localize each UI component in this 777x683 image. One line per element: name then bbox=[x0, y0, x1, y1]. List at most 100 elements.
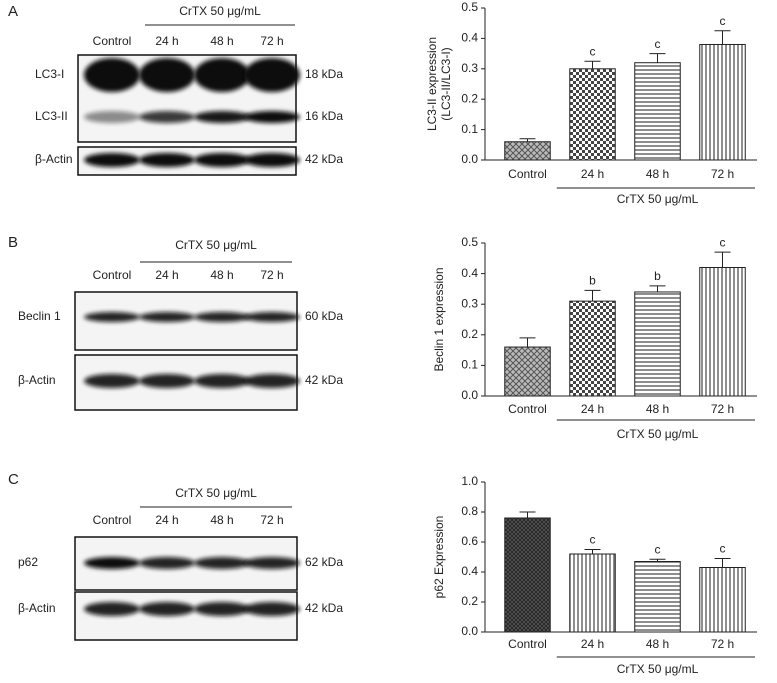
blot-band bbox=[139, 374, 195, 388]
blot-box bbox=[74, 591, 298, 641]
bar bbox=[634, 62, 681, 161]
error-bar bbox=[649, 285, 666, 292]
blot-band bbox=[244, 557, 300, 569]
x-tick-label: 72 h bbox=[711, 637, 734, 651]
blot-header: CrTX 50 μg/mL bbox=[175, 238, 257, 252]
kda-label: 42 kDa bbox=[305, 152, 343, 166]
y-tick-label: 1.0 bbox=[461, 474, 478, 488]
y-tick-label: 0.0 bbox=[461, 152, 478, 166]
x-tick-label: 72 h bbox=[711, 402, 734, 416]
group-label: CrTX 50 μg/mL bbox=[617, 192, 699, 206]
error-bar bbox=[519, 138, 536, 142]
y-tick-label: 0.2 bbox=[461, 91, 478, 105]
y-tick-label: 0.5 bbox=[461, 0, 478, 14]
y-axis-label: p62 Expression bbox=[432, 516, 446, 599]
row-label: LC3-II bbox=[35, 109, 68, 123]
error-bar bbox=[584, 289, 601, 302]
blot-band bbox=[84, 374, 140, 388]
y-axis-label: Beclin 1 expression bbox=[432, 267, 446, 371]
blot-band bbox=[139, 111, 195, 123]
bar bbox=[699, 266, 746, 397]
blot-band bbox=[84, 111, 140, 123]
row-label: p62 bbox=[18, 555, 38, 569]
row-label: β-Actin bbox=[35, 152, 73, 166]
kda-label: 16 kDa bbox=[305, 109, 343, 123]
error-bar bbox=[649, 558, 666, 562]
blot-band bbox=[84, 58, 140, 92]
bar bbox=[699, 567, 746, 633]
bar bbox=[504, 517, 551, 633]
blot-band bbox=[84, 557, 140, 569]
significance-label: c bbox=[590, 533, 596, 547]
significance-label: c bbox=[720, 235, 726, 249]
kda-label: 42 kDa bbox=[305, 373, 343, 387]
panel-letter: B bbox=[8, 234, 18, 251]
blot-band bbox=[244, 111, 300, 123]
y-tick-label: 0.4 bbox=[461, 266, 478, 280]
y-tick-label: 0.3 bbox=[461, 61, 478, 75]
y-tick-label: 0.4 bbox=[461, 31, 478, 45]
significance-label: b bbox=[654, 269, 661, 283]
bar bbox=[699, 43, 746, 161]
blot-header: CrTX 50 μg/mL bbox=[175, 486, 257, 500]
lane-label: 72 h bbox=[260, 513, 283, 527]
bar bbox=[569, 553, 616, 633]
blot-band bbox=[194, 153, 250, 167]
x-tick-label: 72 h bbox=[711, 167, 734, 181]
y-tick-label: 0.1 bbox=[461, 122, 478, 136]
y-tick-label: 0.2 bbox=[461, 594, 478, 608]
blot-band bbox=[244, 153, 300, 167]
blot-band bbox=[139, 312, 195, 322]
blot-band bbox=[139, 58, 195, 92]
panel-letter: A bbox=[8, 3, 18, 20]
significance-label: c bbox=[720, 542, 726, 556]
error-bar bbox=[649, 53, 666, 63]
lane-label: 24 h bbox=[155, 268, 178, 282]
blot-band bbox=[194, 111, 250, 123]
blot-band bbox=[139, 602, 195, 616]
lane-label: Control bbox=[93, 268, 132, 282]
error-bar bbox=[584, 60, 601, 69]
kda-label: 42 kDa bbox=[305, 601, 343, 615]
x-tick-label: 24 h bbox=[581, 402, 604, 416]
significance-label: c bbox=[655, 542, 661, 556]
x-tick-label: Control bbox=[508, 637, 547, 651]
bar bbox=[569, 68, 616, 161]
blot-band bbox=[84, 312, 140, 322]
x-tick-label: Control bbox=[508, 167, 547, 181]
y-tick-label: 0.0 bbox=[461, 388, 478, 402]
blot-band bbox=[244, 58, 300, 92]
blot-header: CrTX 50 μg/mL bbox=[179, 4, 261, 18]
bar bbox=[634, 291, 681, 397]
blot-band bbox=[244, 602, 300, 616]
x-tick-label: 48 h bbox=[646, 167, 669, 181]
y-tick-label: 0.3 bbox=[461, 296, 478, 310]
lane-label: 72 h bbox=[260, 34, 283, 48]
x-tick-label: 48 h bbox=[646, 402, 669, 416]
blot-band bbox=[139, 153, 195, 167]
lane-label: 24 h bbox=[155, 34, 178, 48]
y-tick-label: 0.6 bbox=[461, 534, 478, 548]
y-tick-label: 0.5 bbox=[461, 235, 478, 249]
blot-band bbox=[244, 312, 300, 322]
blot-band bbox=[194, 374, 250, 388]
error-bar bbox=[519, 511, 536, 518]
x-tick-label: Control bbox=[508, 402, 547, 416]
y-axis-label: (LC3-II/LC3-I) bbox=[439, 47, 453, 120]
y-axis-label: LC3-II expression bbox=[425, 37, 439, 131]
lane-label: 48 h bbox=[210, 34, 233, 48]
blot-band bbox=[194, 312, 250, 322]
lane-label: Control bbox=[93, 34, 132, 48]
error-bar bbox=[714, 251, 731, 268]
significance-label: b bbox=[589, 274, 596, 288]
row-label: LC3-I bbox=[35, 67, 64, 81]
row-label: β-Actin bbox=[18, 601, 56, 615]
kda-label: 60 kDa bbox=[305, 309, 343, 323]
error-bar bbox=[714, 558, 731, 568]
group-label: CrTX 50 μg/mL bbox=[617, 662, 699, 676]
bar bbox=[569, 300, 616, 397]
blot-band bbox=[84, 602, 140, 616]
row-label: Beclin 1 bbox=[18, 309, 61, 323]
blot-band bbox=[194, 58, 250, 92]
